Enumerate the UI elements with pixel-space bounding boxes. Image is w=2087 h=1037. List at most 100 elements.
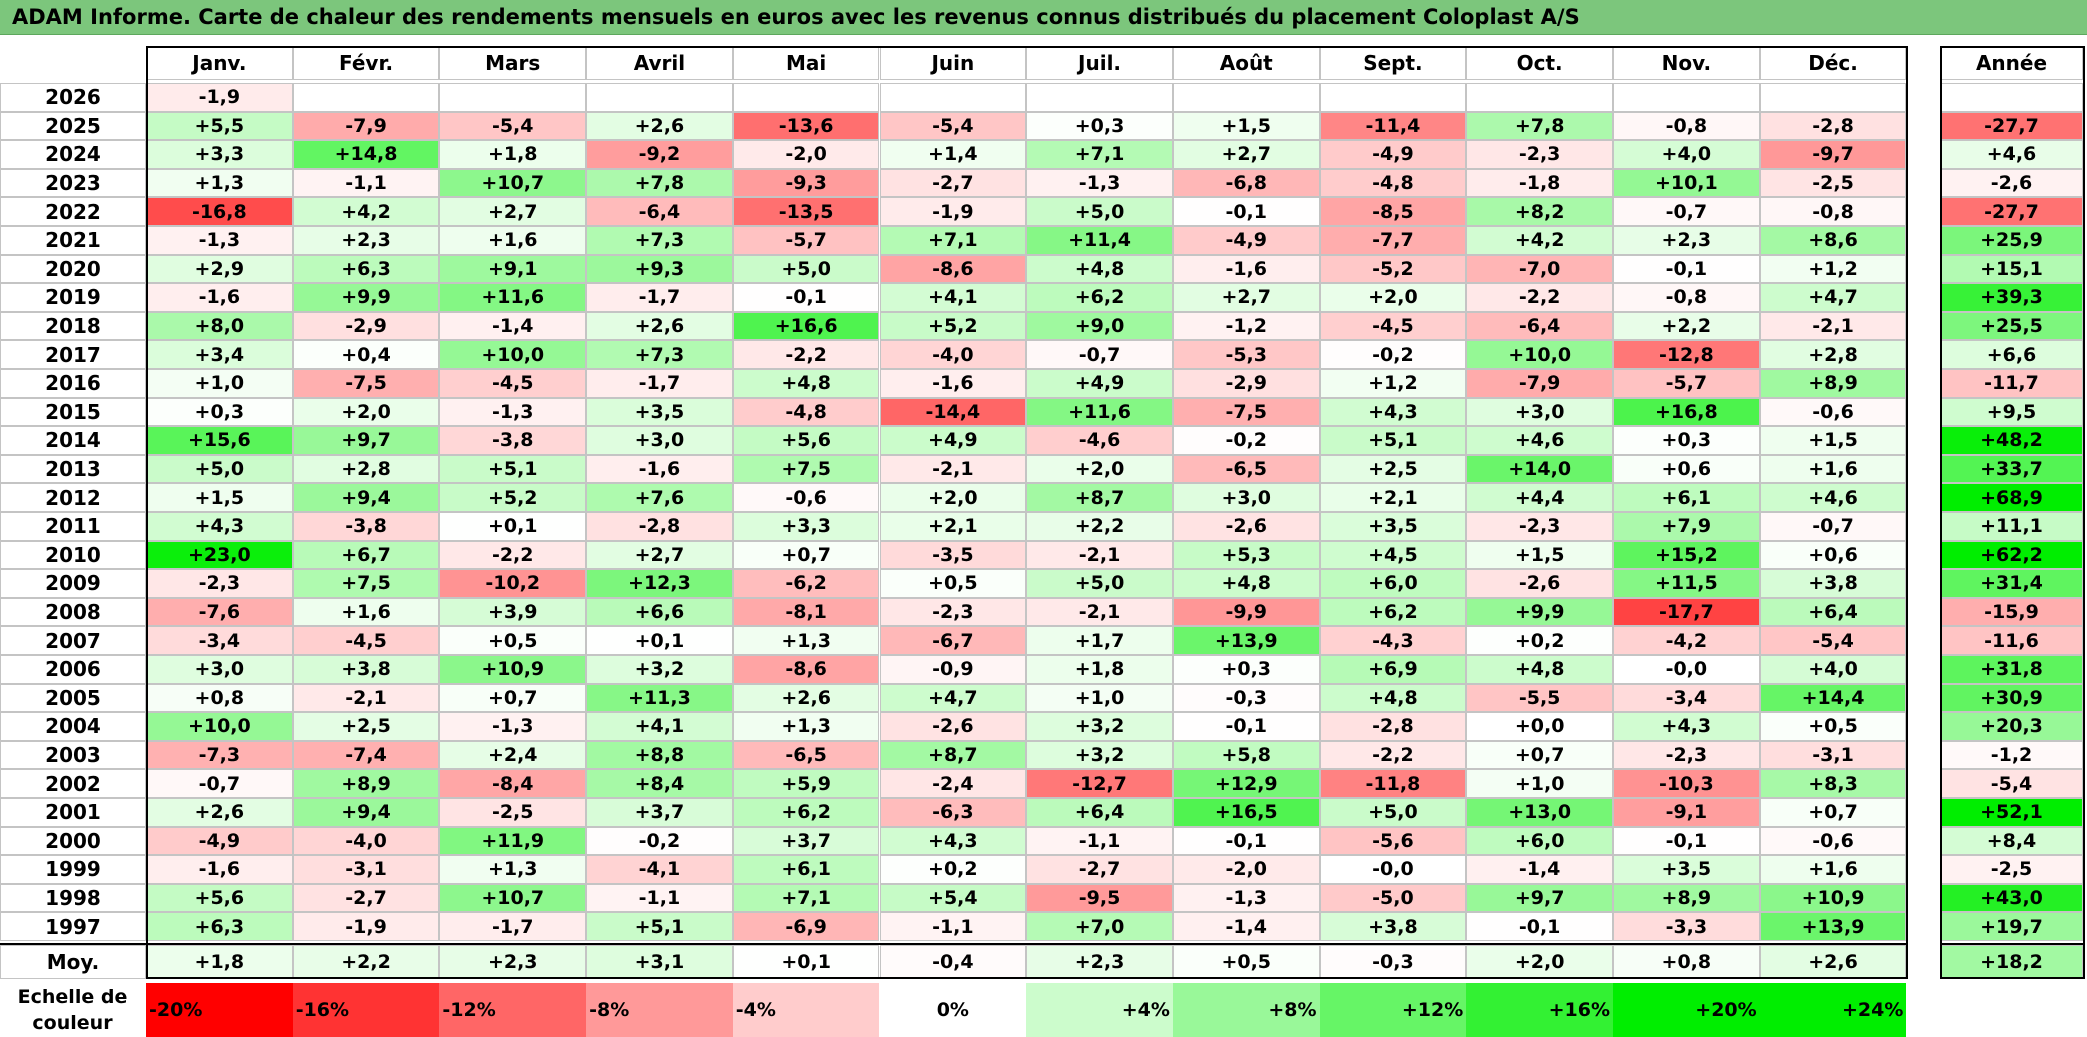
heatmap-cell: +1,2 — [1759, 254, 1907, 284]
heatmap-cell: +7,5 — [292, 569, 440, 598]
heatmap-cell: -9,2 — [586, 140, 733, 169]
heatmap-cell: +4,8 — [732, 369, 880, 398]
heatmap-cell: +8,9 — [1759, 369, 1907, 398]
heatmap-cell: -11,8 — [1319, 769, 1467, 798]
heatmap-cell: -5,7 — [732, 226, 880, 255]
heatmap-cell: -1,6 — [146, 855, 293, 884]
heatmap-cell: -7,5 — [292, 369, 440, 398]
color-scale-label-line-2: couleur — [32, 1012, 113, 1034]
heatmap-cell — [1613, 83, 1760, 112]
chart-title: ADAM Informe. Carte de chaleur des rende… — [12, 5, 1580, 29]
heatmap-cell: -2,2 — [1466, 283, 1613, 312]
heatmap-cell: +1,6 — [439, 226, 587, 255]
heatmap-cell: -4,5 — [1319, 311, 1467, 341]
heatmap-cell: +4,6 — [1759, 483, 1907, 512]
heatmap-cell: +1,5 — [1172, 111, 1320, 141]
heatmap-cell: +4,8 — [1466, 655, 1613, 684]
color-scale-label-line-1: Echelle de — [17, 986, 128, 1008]
heatmap-cell: +1,2 — [1319, 369, 1467, 398]
heatmap-cell: -3,8 — [292, 512, 440, 541]
heatmap-cell: +2,0 — [292, 397, 440, 427]
heatmap-cell: +4,1 — [586, 712, 733, 741]
heatmap-cell: +10,7 — [439, 883, 587, 913]
heatmap-cell: +4,2 — [1466, 226, 1613, 255]
heatmap-cell: +2,0 — [879, 483, 1027, 512]
heatmap-cell: -0,7 — [1759, 512, 1907, 541]
heatmap-cell — [1466, 83, 1613, 112]
heatmap-cell: -9,1 — [1613, 798, 1760, 827]
heatmap-cell: +12,3 — [586, 569, 733, 598]
row-year-label: 2004 — [0, 712, 146, 741]
heatmap-cell: +2,4 — [439, 740, 587, 770]
heatmap-cell: +11,3 — [586, 683, 733, 713]
heatmap-cell: +3,5 — [586, 397, 733, 427]
heatmap-cell: +4,0 — [1613, 140, 1760, 169]
heatmap-cell: -2,0 — [732, 140, 880, 169]
annual-cell: +62,2 — [1940, 540, 2083, 570]
average-separator — [1940, 943, 2085, 945]
heatmap-cell: -7,6 — [146, 597, 293, 627]
heatmap-cell: +8,0 — [146, 311, 293, 341]
heatmap-cell: +1,0 — [1026, 683, 1173, 713]
heatmap-cell: +6,4 — [1026, 798, 1173, 827]
heatmap-cell: +7,9 — [1613, 512, 1760, 541]
heatmap-cell: -2,8 — [1759, 111, 1907, 141]
heatmap-cell: -2,4 — [879, 769, 1027, 798]
heatmap-cell: -4,5 — [439, 369, 587, 398]
color-scale-stop: +16% — [1466, 983, 1613, 1037]
heatmap-cell: +5,6 — [146, 883, 293, 913]
heatmap-cell: +8,3 — [1759, 769, 1907, 798]
heatmap-cell: +13,9 — [1172, 626, 1320, 655]
heatmap-cell: +6,1 — [1613, 483, 1760, 512]
heatmap-cell: +2,0 — [1026, 454, 1173, 484]
row-year-label: 2019 — [0, 283, 146, 312]
annual-cell: +9,5 — [1940, 397, 2083, 427]
heatmap-cell: +3,5 — [1319, 512, 1467, 541]
heatmap-cell: +0,5 — [439, 626, 587, 655]
heatmap-cell: -0,8 — [1613, 111, 1760, 141]
heatmap-cell: +2,2 — [1613, 311, 1760, 341]
column-header: Avril — [586, 46, 733, 80]
heatmap-cell: -9,5 — [1026, 883, 1173, 913]
heatmap-cell: +23,0 — [146, 540, 293, 570]
heatmap-cell: -1,4 — [439, 311, 587, 341]
heatmap-cell: +9,7 — [292, 426, 440, 455]
heatmap-cell: +9,3 — [586, 254, 733, 284]
heatmap-cell: -8,6 — [732, 655, 880, 684]
heatmap-cell: +4,8 — [1172, 569, 1320, 598]
heatmap-cell: +5,0 — [1026, 197, 1173, 226]
row-year-label: 2025 — [0, 111, 146, 141]
row-year-label: 2008 — [0, 597, 146, 627]
heatmap-cell: -8,1 — [732, 597, 880, 627]
row-year-label: 2013 — [0, 454, 146, 484]
heatmap-cell: +2,0 — [1319, 283, 1467, 312]
average-cell: +2,0 — [1466, 945, 1613, 979]
heatmap-cell: +3,0 — [1172, 483, 1320, 512]
heatmap-cell: -5,0 — [1319, 883, 1467, 913]
annual-cell: +4,6 — [1940, 140, 2083, 169]
color-scale-stop: -8% — [586, 983, 733, 1037]
heatmap-cell: +0,6 — [1759, 540, 1907, 570]
heatmap-cell: +3,3 — [146, 140, 293, 169]
heatmap-cell: +7,0 — [1026, 912, 1173, 941]
row-year-label: 2012 — [0, 483, 146, 512]
color-scale-stop: +24% — [1759, 983, 1907, 1037]
heatmap-cell: +2,8 — [1759, 340, 1907, 369]
heatmap-cell: +6,2 — [1319, 597, 1467, 627]
heatmap-cell: -17,7 — [1613, 597, 1760, 627]
heatmap-cell: +0,6 — [1613, 454, 1760, 484]
heatmap-cell: -7,3 — [146, 740, 293, 770]
heatmap-cell: +2,9 — [146, 254, 293, 284]
heatmap-cell: +0,7 — [439, 683, 587, 713]
heatmap-cell: -2,7 — [292, 883, 440, 913]
heatmap-cell: +13,9 — [1759, 912, 1907, 941]
average-cell: +2,2 — [292, 945, 440, 979]
annual-cell: +15,1 — [1940, 254, 2083, 284]
heatmap-cell: -4,9 — [146, 826, 293, 856]
annual-cell: -2,5 — [1940, 855, 2083, 884]
column-header: Juin — [879, 46, 1027, 80]
heatmap-cell: +1,6 — [1759, 855, 1907, 884]
heatmap-cell: -2,6 — [1172, 512, 1320, 541]
heatmap-cell: -6,3 — [879, 798, 1027, 827]
heatmap-cell: -2,9 — [292, 311, 440, 341]
